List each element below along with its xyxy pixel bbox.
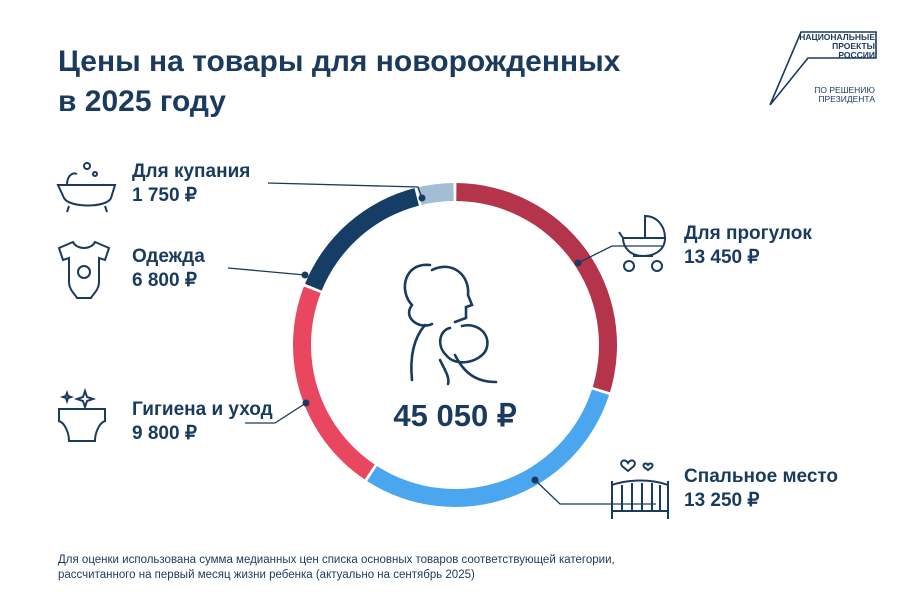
label-bath: Для купания 1 750 ₽ — [132, 161, 251, 206]
label-walks: Для прогулок 13 450 ₽ — [684, 223, 812, 268]
leader-line-bath — [267, 182, 423, 199]
national-projects-logo: НАЦИОНАЛЬНЫЕ ПРОЕКТЫ РОССИИ ПО РЕШЕНИЮ ПРЕЗ… — [768, 28, 883, 108]
title-line-1: Цены на товары для новорожденных — [58, 45, 621, 78]
label-sleep: Спальное место 13 250 ₽ — [684, 466, 839, 511]
total-value: 45 050 ₽ — [393, 398, 517, 433]
leader-dot — [574, 259, 582, 267]
donut-segment-2 — [293, 286, 375, 480]
donut-segment-4 — [417, 183, 454, 205]
diaper-icon — [58, 387, 106, 442]
label-clothes: Одежда 6 800 ₽ — [132, 246, 205, 291]
stroller-icon — [618, 214, 667, 272]
donut-segment-3 — [304, 188, 419, 291]
bathtub-icon — [56, 162, 117, 213]
page-title: Цены на товары для новорожденных в 2025 … — [58, 42, 738, 122]
leader-dot — [302, 399, 310, 407]
donut-segment-0 — [456, 183, 617, 393]
leader-dot — [531, 476, 539, 484]
leader-dot — [418, 194, 426, 202]
leader-line-clothes — [227, 267, 306, 276]
mother-baby-icon — [403, 263, 498, 386]
leader-line-walks — [577, 245, 662, 264]
leader-line-sleep — [534, 479, 656, 505]
leader-dot — [301, 271, 309, 279]
leader-line-hygiene — [245, 402, 307, 424]
bodysuit-icon — [57, 240, 111, 299]
donut-segment-1 — [367, 389, 610, 507]
footnote: Для оценки использована сумма медианных … — [58, 554, 615, 581]
crib-icon — [611, 459, 669, 519]
logo-frame-icon — [769, 31, 877, 106]
label-hygiene: Гигиена и уход 9 800 ₽ — [132, 399, 273, 444]
title-line-2: в 2025 году — [58, 85, 226, 118]
